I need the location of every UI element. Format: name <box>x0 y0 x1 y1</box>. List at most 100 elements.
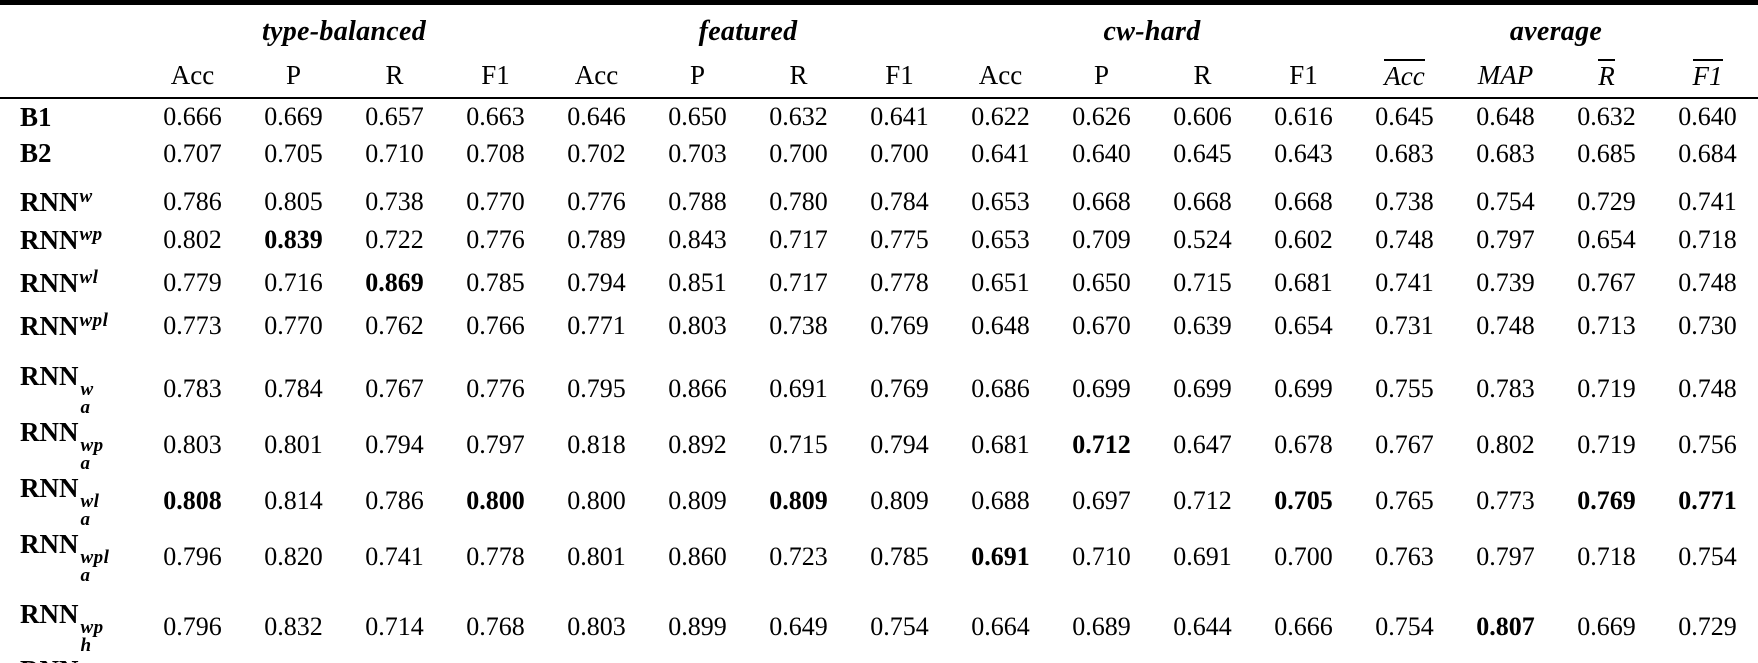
metric-cell: 0.678 <box>1274 430 1333 460</box>
metric-cell: 0.754 <box>870 612 929 642</box>
metric-cell: 0.616 <box>1274 102 1333 131</box>
metric-cell: 0.741 <box>365 542 424 572</box>
metric-cell: 0.700 <box>769 138 828 168</box>
metric-cell: 0.689 <box>1072 612 1131 642</box>
table-row: RNNwlh0.7850.8090.7250.7640.8190.9170.66… <box>0 655 1758 663</box>
metric-cell: 0.708 <box>466 138 525 168</box>
row-label-superscript: w <box>79 186 93 207</box>
metric-cell: 0.646 <box>567 102 626 131</box>
metric-cell: 0.738 <box>365 187 424 216</box>
metric-cell: 0.819 <box>546 655 647 663</box>
metric-cell: 0.663 <box>466 102 525 131</box>
metric-subheader-row: Acc P R F1 Acc P R F1 Acc P R F1 Acc MAP R F1 <box>0 53 1758 99</box>
metric-cell: 0.700 <box>870 138 929 168</box>
row-label-subscript: h <box>80 635 92 657</box>
metric-cell: 0.640 <box>1678 102 1737 131</box>
metric-cell: 0.666 <box>163 102 222 131</box>
metric-cell: 0.797 <box>1476 224 1535 254</box>
metric-cell: 0.780 <box>769 187 828 216</box>
metric-cell: 0.843 <box>668 224 727 254</box>
metric-cell: 0.766 <box>466 310 525 340</box>
metric-cell: 0.665 <box>1051 655 1152 663</box>
metric-cell: 0.762 <box>365 310 424 340</box>
metric-cell: 0.719 <box>1577 374 1636 404</box>
metric-cell: 0.739 <box>1476 267 1535 297</box>
metric-cell: 0.715 <box>769 430 828 460</box>
metric-cell: 0.755 <box>1375 374 1434 404</box>
metric-cell: 0.801 <box>567 542 626 572</box>
col-header-f1: F1 <box>445 53 546 99</box>
metric-cell: 0.778 <box>870 267 929 297</box>
metric-cell: 0.699 <box>1173 374 1232 404</box>
metric-cell: 0.765 <box>1375 486 1434 516</box>
group-header-featured: featured <box>698 16 798 47</box>
metric-cell: 0.771 <box>1678 486 1737 516</box>
metric-cell: 0.866 <box>668 374 727 404</box>
metric-cell: 0.741 <box>1678 187 1737 216</box>
metric-cell: 0.769 <box>870 310 929 340</box>
row-label: RNNw <box>0 172 142 218</box>
metric-cell: 0.748 <box>1476 310 1535 340</box>
table-header: type-balanced featured cw-hard average A… <box>0 3 1758 99</box>
row-label-subscript: a <box>80 453 91 475</box>
metric-cell: 0.809 <box>870 486 929 516</box>
row-label: RNN wp a <box>0 417 142 473</box>
row-label-superscript: wp <box>79 223 103 245</box>
col-header-label: Acc <box>1384 58 1425 91</box>
row-label-base: RNN <box>20 417 79 448</box>
row-label: B1 <box>0 98 142 135</box>
row-label: RNNwpl <box>0 304 142 347</box>
metric-cell: 0.691 <box>971 542 1030 572</box>
metric-cell: 0.664 <box>971 612 1030 642</box>
metric-cell: 0.645 <box>1375 102 1434 131</box>
metric-cell: 0.654 <box>1274 310 1333 340</box>
metric-cell: 0.748 <box>1678 374 1737 404</box>
metric-cell: 0.797 <box>466 430 525 460</box>
metric-cell: 0.796 <box>163 542 222 572</box>
metric-cell: 0.681 <box>1274 267 1333 297</box>
metric-cell: 0.626 <box>1072 102 1131 131</box>
metric-cell: 0.717 <box>769 267 828 297</box>
metric-cell: 0.719 <box>1577 430 1636 460</box>
metric-cell: 0.524 <box>1173 224 1232 254</box>
metric-cell: 0.685 <box>1577 138 1636 168</box>
metric-cell: 0.717 <box>769 224 828 254</box>
table-row: RNNwp 0.802 0.839 0.722 0.776 0.789 0.843 0.717… <box>0 218 1758 261</box>
metric-cell: 0.754 <box>1476 187 1535 216</box>
metric-cell: 0.783 <box>1476 374 1535 404</box>
metric-cell: 0.802 <box>1476 430 1535 460</box>
col-header-label: F1 <box>481 59 510 90</box>
metric-cell: 0.748 <box>1678 267 1737 297</box>
row-label-base: RNN <box>20 599 79 630</box>
row-label: RNN wpl a <box>0 529 142 585</box>
metric-cell: 0.606 <box>1173 102 1232 131</box>
metric-cell: 0.794 <box>870 430 929 460</box>
metric-cell: 0.672 <box>950 655 1051 663</box>
metric-cell: 0.917 <box>647 655 748 663</box>
col-header-f1: F1 <box>1657 53 1758 99</box>
metric-cell: 0.795 <box>567 374 626 404</box>
metric-cell: 0.641 <box>971 138 1030 168</box>
metric-cell: 0.691 <box>769 374 828 404</box>
metric-cell: 0.770 <box>264 310 323 340</box>
metric-cell: 0.808 <box>163 486 222 516</box>
metric-cell: 0.776 <box>466 374 525 404</box>
row-label-superscript: wp <box>80 617 104 639</box>
metric-cell: 0.778 <box>466 542 525 572</box>
metric-cell: 0.713 <box>1577 310 1636 340</box>
metric-cell: 0.622 <box>971 102 1030 131</box>
metric-cell: 0.785 <box>142 655 243 663</box>
metric-cell: 0.705 <box>264 138 323 168</box>
row-label-base: RNN <box>20 187 79 217</box>
metric-cell: 0.839 <box>264 224 323 254</box>
row-label-scripts: wl a <box>81 492 100 529</box>
metric-cell: 0.632 <box>769 102 828 131</box>
row-label-base: RNN <box>20 224 79 255</box>
metric-cell: 0.707 <box>163 138 222 168</box>
metric-cell: 0.785 <box>466 267 525 297</box>
col-header-p: P <box>647 53 748 99</box>
metric-cell: 0.681 <box>971 430 1030 460</box>
group-header-average: average <box>1509 16 1603 47</box>
